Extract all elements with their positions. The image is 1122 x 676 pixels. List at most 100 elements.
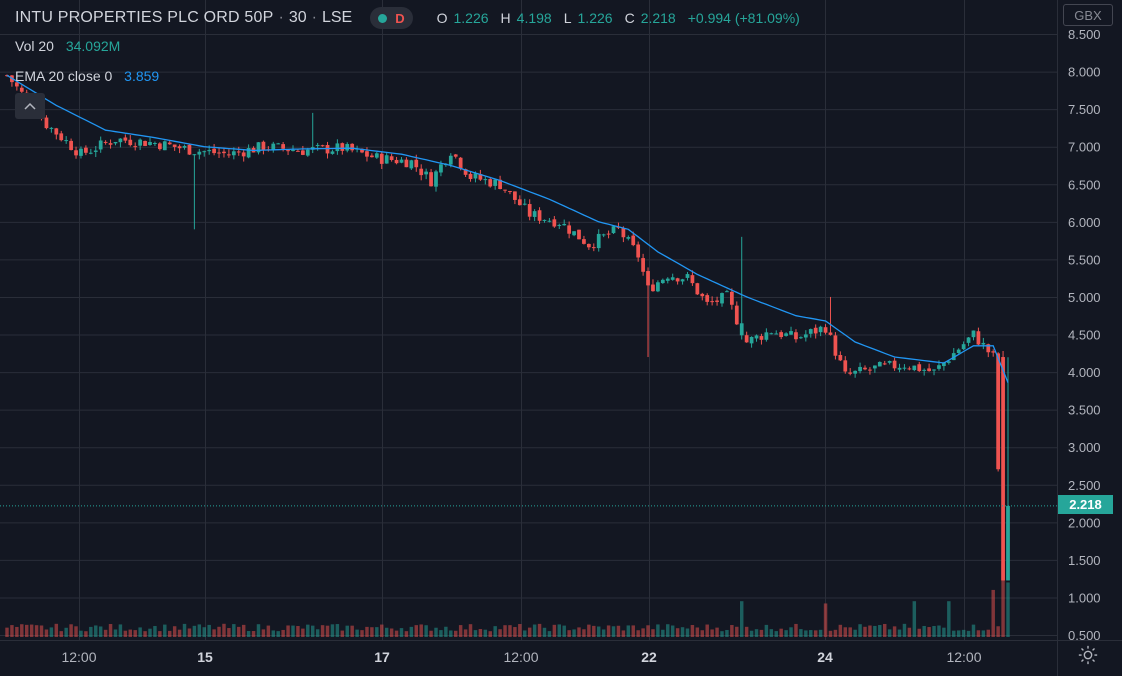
time-axis[interactable]: 12:00 15 17 12:00 22 24 12:00	[61, 649, 981, 665]
gear-icon[interactable]	[1077, 644, 1099, 666]
volume-bar	[606, 625, 611, 637]
volume-bar	[523, 630, 527, 637]
candle-body	[458, 157, 463, 169]
candle-body	[651, 284, 655, 292]
candle-body	[271, 143, 276, 151]
volume-bar	[991, 589, 995, 637]
volume-bar	[976, 630, 981, 637]
volume-bar	[705, 624, 709, 637]
candle-body	[996, 353, 1001, 470]
volume-bar	[779, 628, 783, 637]
candle-body	[246, 147, 251, 158]
candle-body	[917, 364, 922, 372]
volume-bar	[503, 625, 507, 637]
volume-bar	[666, 624, 670, 637]
candle-body	[59, 133, 64, 141]
volume-bar	[148, 628, 152, 637]
volume-bar	[335, 624, 340, 637]
candle-body	[759, 336, 764, 340]
candle-body	[488, 179, 493, 187]
candle-body	[69, 140, 73, 150]
candle-body	[813, 327, 818, 334]
volume-label: Vol 20	[15, 38, 54, 54]
candle-body	[754, 335, 759, 339]
candle-body	[143, 140, 147, 146]
candle-body	[725, 291, 729, 293]
interval-label[interactable]: 30	[288, 9, 307, 26]
volume-bar	[325, 625, 330, 637]
collapse-legend-button[interactable]	[15, 93, 45, 119]
volume-bar	[414, 625, 419, 637]
symbol-title[interactable]: INTU PROPERTIES PLC ORD 50P	[15, 9, 274, 26]
ema-legend[interactable]: EMA 20 close 0 3.859	[15, 68, 159, 84]
volume-legend[interactable]: Vol 20 34.092M	[15, 38, 120, 54]
volume-bar	[947, 601, 951, 637]
volume-bar	[868, 625, 872, 637]
volume-bar	[725, 629, 729, 637]
candle-body	[453, 154, 458, 157]
change-value: +0.994 (+81.09%)	[687, 10, 800, 26]
volume-bar	[493, 626, 497, 637]
volume-bar	[237, 626, 241, 637]
candle-body	[542, 219, 547, 221]
price-axis[interactable]: 8.500 8.000 7.500 7.000 6.500 6.000 5.500 5.000…	[1068, 27, 1101, 643]
ema-value: 3.859	[124, 68, 160, 84]
candle-body	[360, 148, 364, 153]
volume-bar	[996, 626, 1000, 637]
volume-bar	[286, 625, 290, 637]
volume-bar	[981, 630, 986, 637]
volume-bar	[227, 628, 231, 637]
volume-bar	[690, 625, 695, 637]
candle-body	[414, 159, 419, 168]
volume-bar	[84, 631, 88, 637]
volume-bar	[468, 624, 473, 637]
candle-body	[729, 291, 734, 305]
candle-body	[330, 151, 335, 154]
volume-bar	[907, 627, 912, 637]
candle-body	[789, 331, 793, 335]
volume-bar	[508, 625, 512, 637]
volume-bar	[394, 630, 399, 637]
candle-body	[808, 329, 813, 334]
currency-button[interactable]: GBX	[1063, 4, 1113, 26]
candle-body	[256, 142, 261, 153]
volume-bar	[582, 629, 586, 637]
candle-body	[478, 174, 483, 180]
volume-bar	[108, 624, 113, 637]
volume-bar	[680, 627, 685, 637]
candle-body	[577, 229, 581, 240]
candle-body	[853, 370, 858, 374]
volume-bar	[365, 626, 369, 637]
candle-body	[586, 243, 591, 248]
candle-body	[434, 171, 438, 187]
volume-bar	[276, 631, 280, 637]
volume-bar	[552, 624, 557, 637]
candle-body	[439, 164, 443, 173]
candle-body	[877, 361, 882, 367]
candle-body	[720, 293, 724, 304]
candle-body	[739, 323, 744, 336]
candle-body	[192, 154, 197, 156]
volume-bar	[670, 625, 675, 637]
price-tick-label: 7.500	[1068, 102, 1101, 117]
volume-bar	[739, 601, 744, 637]
candle-body	[779, 332, 784, 338]
volume-bar	[710, 629, 714, 637]
volume-bar	[675, 628, 680, 637]
separator: ·	[278, 9, 284, 26]
volume-bar	[241, 624, 246, 637]
candle-body	[734, 305, 739, 325]
volume-bar	[917, 628, 921, 637]
volume-bar	[882, 623, 887, 637]
time-tick-label: 22	[641, 649, 657, 665]
volume-bar	[409, 626, 414, 637]
candle-body	[88, 152, 93, 154]
candle-body	[365, 151, 369, 157]
volume-bar	[818, 629, 823, 637]
candle-body	[197, 151, 202, 155]
candle-body	[483, 179, 488, 181]
market-status-pill[interactable]: D	[370, 7, 413, 29]
volume-bar	[799, 629, 803, 637]
candle-body	[261, 141, 266, 151]
